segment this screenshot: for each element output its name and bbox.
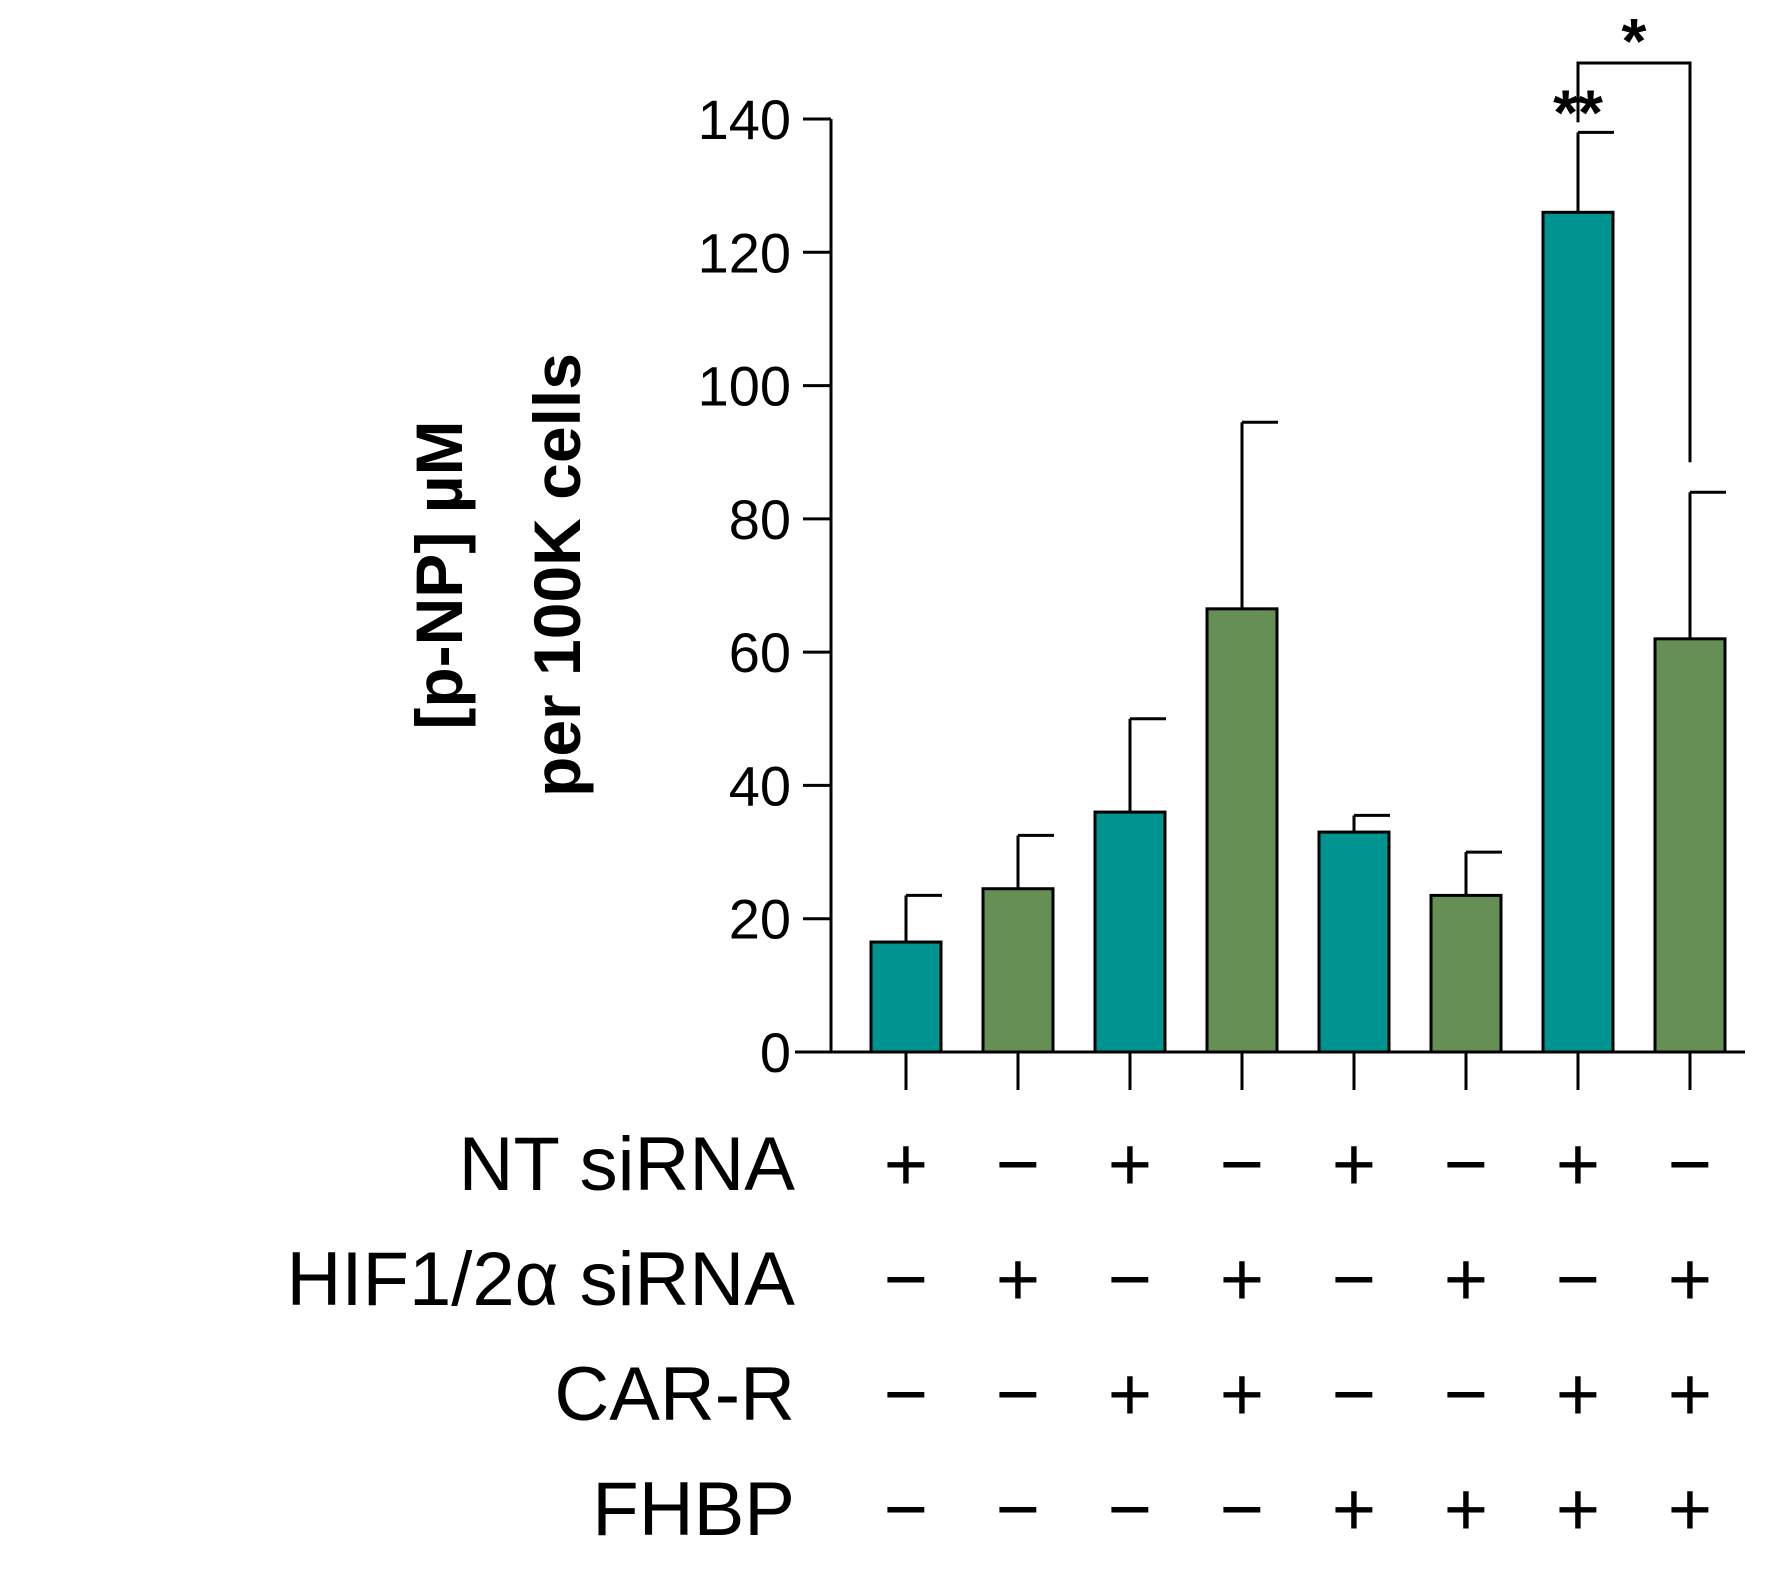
- y-tick-label: 0: [760, 1021, 791, 1084]
- condition-sign: −: [1220, 1467, 1264, 1552]
- condition-sign: +: [1332, 1467, 1376, 1552]
- condition-sign: +: [1556, 1467, 1600, 1552]
- y-axis-title-line: per 100K cells: [520, 353, 594, 797]
- condition-sign: −: [1108, 1237, 1152, 1322]
- condition-sign: −: [996, 1467, 1040, 1552]
- y-tick-label: 40: [729, 754, 791, 817]
- significance-marker: *: [1622, 5, 1647, 77]
- condition-sign: +: [1444, 1467, 1488, 1552]
- condition-sign: −: [996, 1122, 1040, 1207]
- condition-sign: −: [1556, 1237, 1600, 1322]
- condition-sign: −: [996, 1352, 1040, 1437]
- condition-sign: +: [1668, 1352, 1712, 1437]
- condition-sign: −: [1108, 1467, 1152, 1552]
- condition-sign: +: [1108, 1122, 1152, 1207]
- condition-sign: +: [1220, 1352, 1264, 1437]
- bar: [1093, 810, 1167, 1054]
- condition-row-label: HIF1/2α siRNA: [287, 1237, 796, 1322]
- condition-row-label: FHBP: [592, 1467, 795, 1552]
- bar: [1541, 210, 1615, 1054]
- y-tick-label: 120: [698, 221, 791, 284]
- bar: [1205, 607, 1279, 1054]
- bar: [981, 887, 1055, 1054]
- condition-row-label: NT siRNA: [459, 1122, 796, 1207]
- condition-sign: +: [1556, 1352, 1600, 1437]
- condition-sign: −: [1332, 1237, 1376, 1322]
- y-tick-label: 100: [698, 355, 791, 418]
- y-tick-label: 140: [698, 88, 791, 151]
- condition-sign: +: [996, 1237, 1040, 1322]
- y-tick-label: 80: [729, 488, 791, 551]
- condition-sign: −: [1444, 1122, 1488, 1207]
- condition-sign: +: [1444, 1237, 1488, 1322]
- condition-sign: +: [1108, 1352, 1152, 1437]
- condition-sign: −: [884, 1352, 928, 1437]
- condition-sign: +: [1556, 1122, 1600, 1207]
- condition-sign: −: [1220, 1122, 1264, 1207]
- bar: [1317, 830, 1391, 1054]
- significance-bracket: [1576, 61, 1692, 463]
- bar: [869, 940, 943, 1054]
- bar: [1653, 637, 1727, 1054]
- condition-sign: −: [884, 1467, 928, 1552]
- condition-sign: −: [1668, 1122, 1712, 1207]
- condition-row-label: CAR-R: [554, 1352, 795, 1437]
- condition-sign: +: [1668, 1467, 1712, 1552]
- y-tick-label: 60: [729, 621, 791, 684]
- condition-sign: −: [884, 1237, 928, 1322]
- condition-sign: +: [1332, 1122, 1376, 1207]
- condition-sign: −: [1332, 1352, 1376, 1437]
- condition-sign: +: [1668, 1237, 1712, 1322]
- condition-sign: +: [1220, 1237, 1264, 1322]
- y-axis-title-line: [p-NP] µM: [402, 420, 476, 729]
- condition-sign: −: [1444, 1352, 1488, 1437]
- condition-sign: +: [884, 1122, 928, 1207]
- bar: [1429, 893, 1503, 1054]
- y-tick-label: 20: [729, 888, 791, 951]
